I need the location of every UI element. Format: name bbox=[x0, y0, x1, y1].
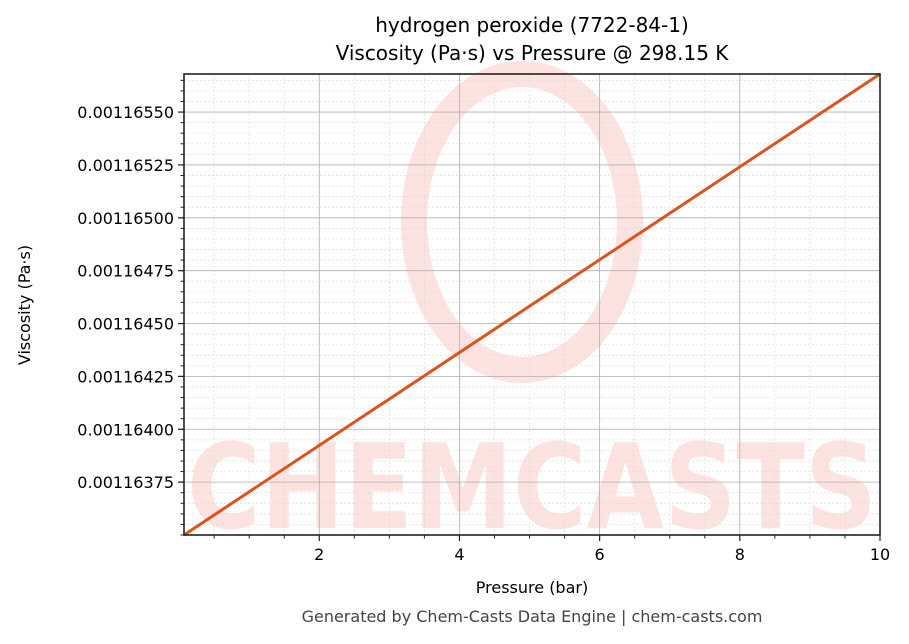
svg-text:CHEMCASTS: CHEMCASTS bbox=[187, 418, 877, 556]
data-series bbox=[183, 72, 881, 537]
x-tick-label: 10 bbox=[870, 545, 890, 564]
x-tick-label: 6 bbox=[595, 545, 605, 564]
x-axis-ticks: 2 4 6 8 10 bbox=[213, 535, 890, 564]
footer-credit: Generated by Chem-Casts Data Engine | ch… bbox=[301, 607, 763, 626]
x-axis-label: Pressure (bar) bbox=[476, 578, 588, 597]
series-line bbox=[183, 72, 881, 537]
y-tick-label: 0.00116425 bbox=[77, 367, 174, 386]
plot-frame bbox=[183, 73, 881, 536]
x-tick-label: 2 bbox=[314, 545, 324, 564]
major-grid bbox=[184, 74, 881, 535]
chart-title-line2: Viscosity (Pa·s) vs Pressure @ 298.15 K bbox=[335, 41, 729, 65]
watermark-logo: CHEMCASTS bbox=[187, 61, 877, 556]
y-axis-label: Viscosity (Pa·s) bbox=[15, 245, 34, 365]
y-tick-label: 0.00116550 bbox=[77, 103, 174, 122]
y-axis-ticks: 0.00116375 0.00116400 0.00116425 0.00116450… bbox=[77, 79, 184, 536]
x-tick-label: 4 bbox=[454, 545, 464, 564]
y-tick-label: 0.00116525 bbox=[77, 156, 174, 175]
y-tick-label: 0.00116500 bbox=[77, 209, 174, 228]
y-tick-label: 0.00116400 bbox=[77, 420, 174, 439]
chart-title-line1: hydrogen peroxide (7722-84-1) bbox=[375, 13, 689, 37]
y-tick-label: 0.00116450 bbox=[77, 315, 174, 334]
y-tick-label: 0.00116375 bbox=[77, 473, 174, 492]
x-tick-label: 8 bbox=[735, 545, 745, 564]
y-tick-label: 0.00116475 bbox=[77, 262, 174, 281]
